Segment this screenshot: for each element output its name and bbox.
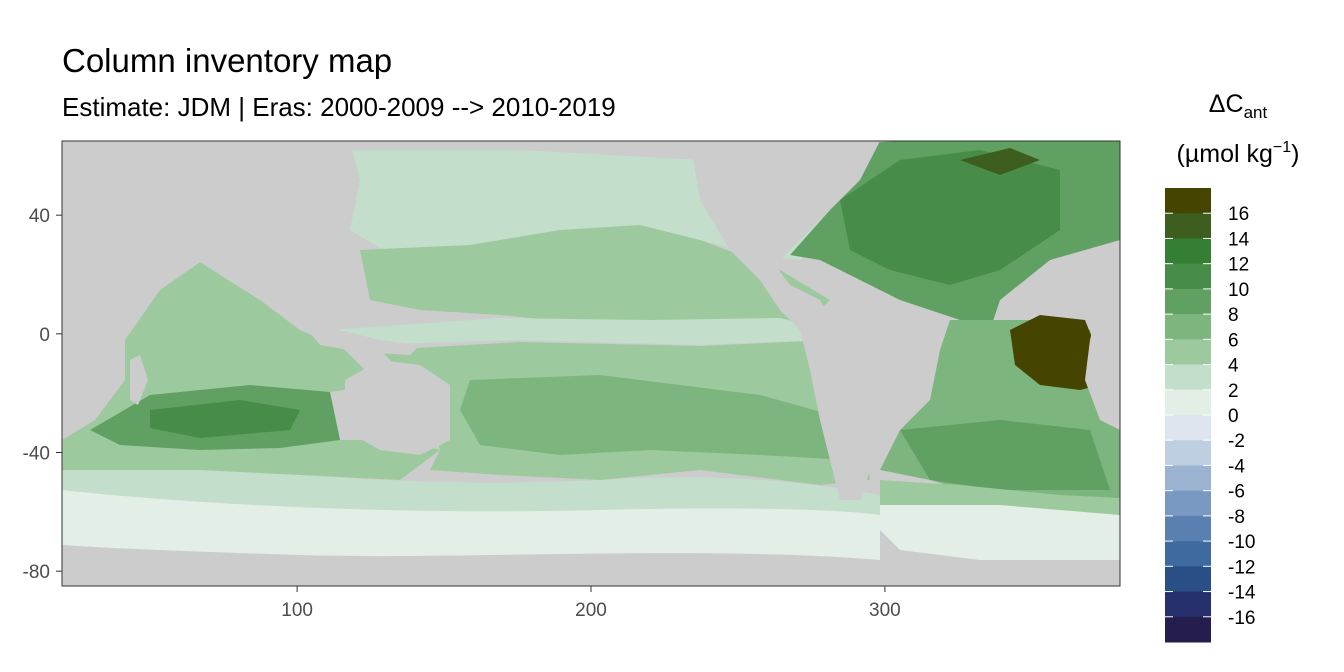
legend-color-step <box>1165 339 1211 366</box>
legend-color-step <box>1165 213 1211 239</box>
legend-color-step <box>1165 364 1211 391</box>
legend-label: -4 <box>1228 456 1245 477</box>
legend-label: -16 <box>1228 608 1255 629</box>
south-atlantic-core <box>900 420 1110 490</box>
legend-color-step <box>1165 263 1211 290</box>
south-atlantic-southern-band <box>880 495 1120 560</box>
south-pacific-core <box>460 375 850 460</box>
legend-label: 2 <box>1228 381 1239 402</box>
legend-color-step <box>1165 591 1211 618</box>
legend-color-step <box>1165 541 1211 567</box>
north-atlantic-darkest <box>960 148 1040 175</box>
legend-color-step <box>1165 238 1211 265</box>
legend-label: 0 <box>1228 406 1239 427</box>
legend-label: 8 <box>1228 305 1239 326</box>
legend-label: -2 <box>1228 431 1245 452</box>
chart-subtitle: Estimate: JDM | Eras: 2000-2009 --> 2010… <box>62 92 616 122</box>
legend-color-step <box>1165 389 1211 416</box>
pacific-mid-band <box>360 225 830 330</box>
legend-label: 10 <box>1228 280 1249 301</box>
x-tick-label: 300 <box>869 600 901 621</box>
y-tick-label: 40 <box>29 206 50 227</box>
y-tick-label: 0 <box>39 325 50 346</box>
land-africa <box>1085 300 1120 430</box>
legend-label: -12 <box>1228 557 1255 578</box>
north-atlantic-core <box>840 150 1060 285</box>
legend-label: 6 <box>1228 330 1239 351</box>
x-tick-label: 200 <box>575 600 607 621</box>
legend-label: 16 <box>1228 204 1249 225</box>
indian-ocean-inner <box>150 400 300 438</box>
legend-label: 12 <box>1228 255 1249 276</box>
legend-color-step <box>1165 188 1211 214</box>
legend-color-step <box>1165 314 1211 340</box>
y-tick-label: -80 <box>23 562 50 583</box>
south-atlantic-mid-band <box>880 480 1120 515</box>
x-tick-label: 100 <box>281 600 313 621</box>
southern-ocean-band <box>62 440 880 523</box>
legend-color-step <box>1165 288 1211 315</box>
legend-label: -8 <box>1228 507 1245 528</box>
y-tick-label: -40 <box>23 444 50 465</box>
equatorial-pacific-stripe <box>330 318 830 345</box>
map-fill-layer <box>62 141 1120 586</box>
legend-color-step <box>1165 616 1211 643</box>
land-asia <box>62 141 360 330</box>
legend-color-step <box>1165 566 1211 593</box>
land-australia <box>345 360 450 455</box>
legend-label: -10 <box>1228 532 1255 553</box>
legend-color-step <box>1165 515 1211 542</box>
chart-title: Column inventory map <box>62 42 393 79</box>
tropical-atlantic-high-patch <box>1010 315 1100 390</box>
legend-color-step <box>1165 490 1211 517</box>
legend: ΔCant (µmol kg−1) 16 14 12 10 8 6 4 2 0 -2 -4 -6 -8 -10… <box>1165 90 1299 643</box>
land-america <box>690 141 940 500</box>
legend-title-line2: (µmol kg−1) <box>1177 139 1300 168</box>
legend-color-step <box>1165 465 1211 492</box>
legend-label: 14 <box>1228 229 1250 250</box>
legend-label: -14 <box>1228 583 1256 604</box>
legend-color-step <box>1165 440 1211 466</box>
land-madagascar <box>130 355 148 405</box>
southern-ocean-lightest-band <box>62 490 880 560</box>
legend-title-line1: ΔCant <box>1209 90 1268 122</box>
legend-color-step <box>1165 415 1211 441</box>
land-maritime-continent <box>300 320 420 355</box>
land-antarctica <box>62 545 880 586</box>
legend-label: -6 <box>1228 482 1245 503</box>
legend-label: 4 <box>1228 356 1239 377</box>
